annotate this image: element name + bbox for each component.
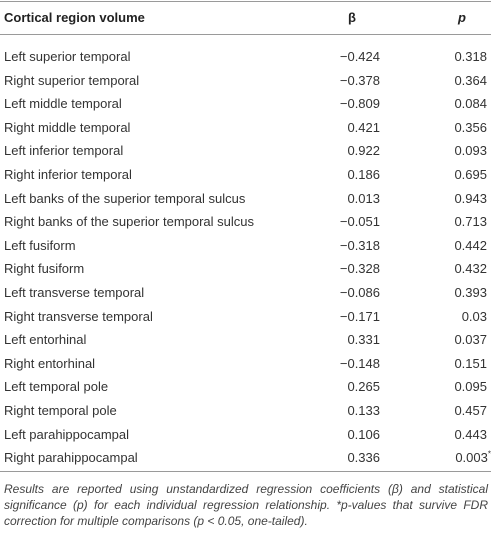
beta-cell: 0.331 — [347, 332, 380, 348]
p-cell: 0.084 — [454, 96, 487, 112]
top-rule — [0, 1, 491, 2]
region-cell: Left transverse temporal — [4, 285, 145, 300]
p-cell: 0.093 — [454, 143, 487, 159]
p-cell: 0.003* — [455, 449, 491, 466]
beta-cell: −0.051 — [339, 214, 380, 230]
header-cell: β — [348, 10, 356, 25]
p-cell: 0.03 — [461, 308, 487, 324]
beta-cell: −0.171 — [339, 308, 380, 324]
p-cell: 0.356 — [454, 119, 487, 135]
p-cell: 0.443 — [454, 426, 487, 442]
region-cell: Left fusiform — [4, 237, 76, 253]
beta-cell: 0.336 — [347, 450, 380, 466]
p-cell: 0.318 — [454, 49, 487, 64]
beta-cell: −0.378 — [339, 72, 380, 88]
region-cell: Right superior temporal — [4, 72, 140, 88]
p-cell: 0.695 — [454, 167, 487, 182]
region-cell: Right entorhinal — [4, 355, 96, 371]
beta-cell: 0.421 — [347, 119, 380, 135]
region-cell: Right inferior temporal — [4, 167, 132, 182]
beta-cell: 0.265 — [347, 379, 380, 395]
region-cell: Left superior temporal — [4, 49, 131, 64]
p-cell: 0.037 — [454, 332, 487, 348]
header-cell: Cortical region volume — [4, 10, 145, 25]
beta-cell: −0.318 — [339, 237, 380, 253]
region-cell: Left parahippocampal — [4, 426, 130, 442]
region-cell: Left temporal pole — [4, 379, 109, 395]
beta-cell: −0.086 — [339, 285, 380, 300]
bottom-rule — [0, 471, 491, 472]
p-cell: 0.432 — [454, 261, 487, 277]
footnote: Results are reported using unstandardize… — [4, 482, 488, 528]
beta-cell: 0.133 — [347, 403, 380, 418]
region-cell: Right parahippocampal — [4, 450, 138, 466]
region-cell: Right fusiform — [4, 261, 85, 277]
p-cell: 0.095 — [454, 379, 487, 395]
p-cell: 0.393 — [454, 285, 487, 300]
beta-cell: −0.148 — [339, 355, 380, 371]
p-cell: 0.457 — [454, 403, 487, 418]
beta-cell: 0.186 — [347, 167, 380, 182]
p-cell: 0.943 — [454, 190, 487, 206]
significance-marker: * — [487, 449, 491, 459]
region-cell: Right temporal pole — [4, 403, 117, 418]
beta-cell: −0.328 — [339, 261, 380, 277]
region-cell: Left inferior temporal — [4, 143, 124, 159]
region-cell: Right transverse temporal — [4, 308, 153, 324]
beta-cell: 0.013 — [347, 190, 380, 206]
region-cell: Left banks of the superior temporal sulc… — [4, 190, 246, 206]
header-cell: p — [458, 10, 466, 25]
region-cell: Right middle temporal — [4, 119, 131, 135]
region-cell: Right banks of the superior temporal sul… — [4, 214, 255, 230]
header-rule — [0, 34, 491, 35]
p-cell: 0.442 — [454, 237, 487, 253]
region-cell: Left entorhinal — [4, 332, 87, 348]
beta-cell: 0.922 — [347, 143, 380, 159]
beta-cell: −0.809 — [339, 96, 380, 112]
p-cell: 0.713 — [454, 214, 487, 230]
p-cell: 0.364 — [454, 72, 487, 88]
beta-cell: 0.106 — [347, 426, 380, 442]
beta-cell: −0.424 — [339, 49, 380, 64]
p-cell: 0.151 — [454, 355, 487, 371]
region-cell: Left middle temporal — [4, 96, 122, 112]
